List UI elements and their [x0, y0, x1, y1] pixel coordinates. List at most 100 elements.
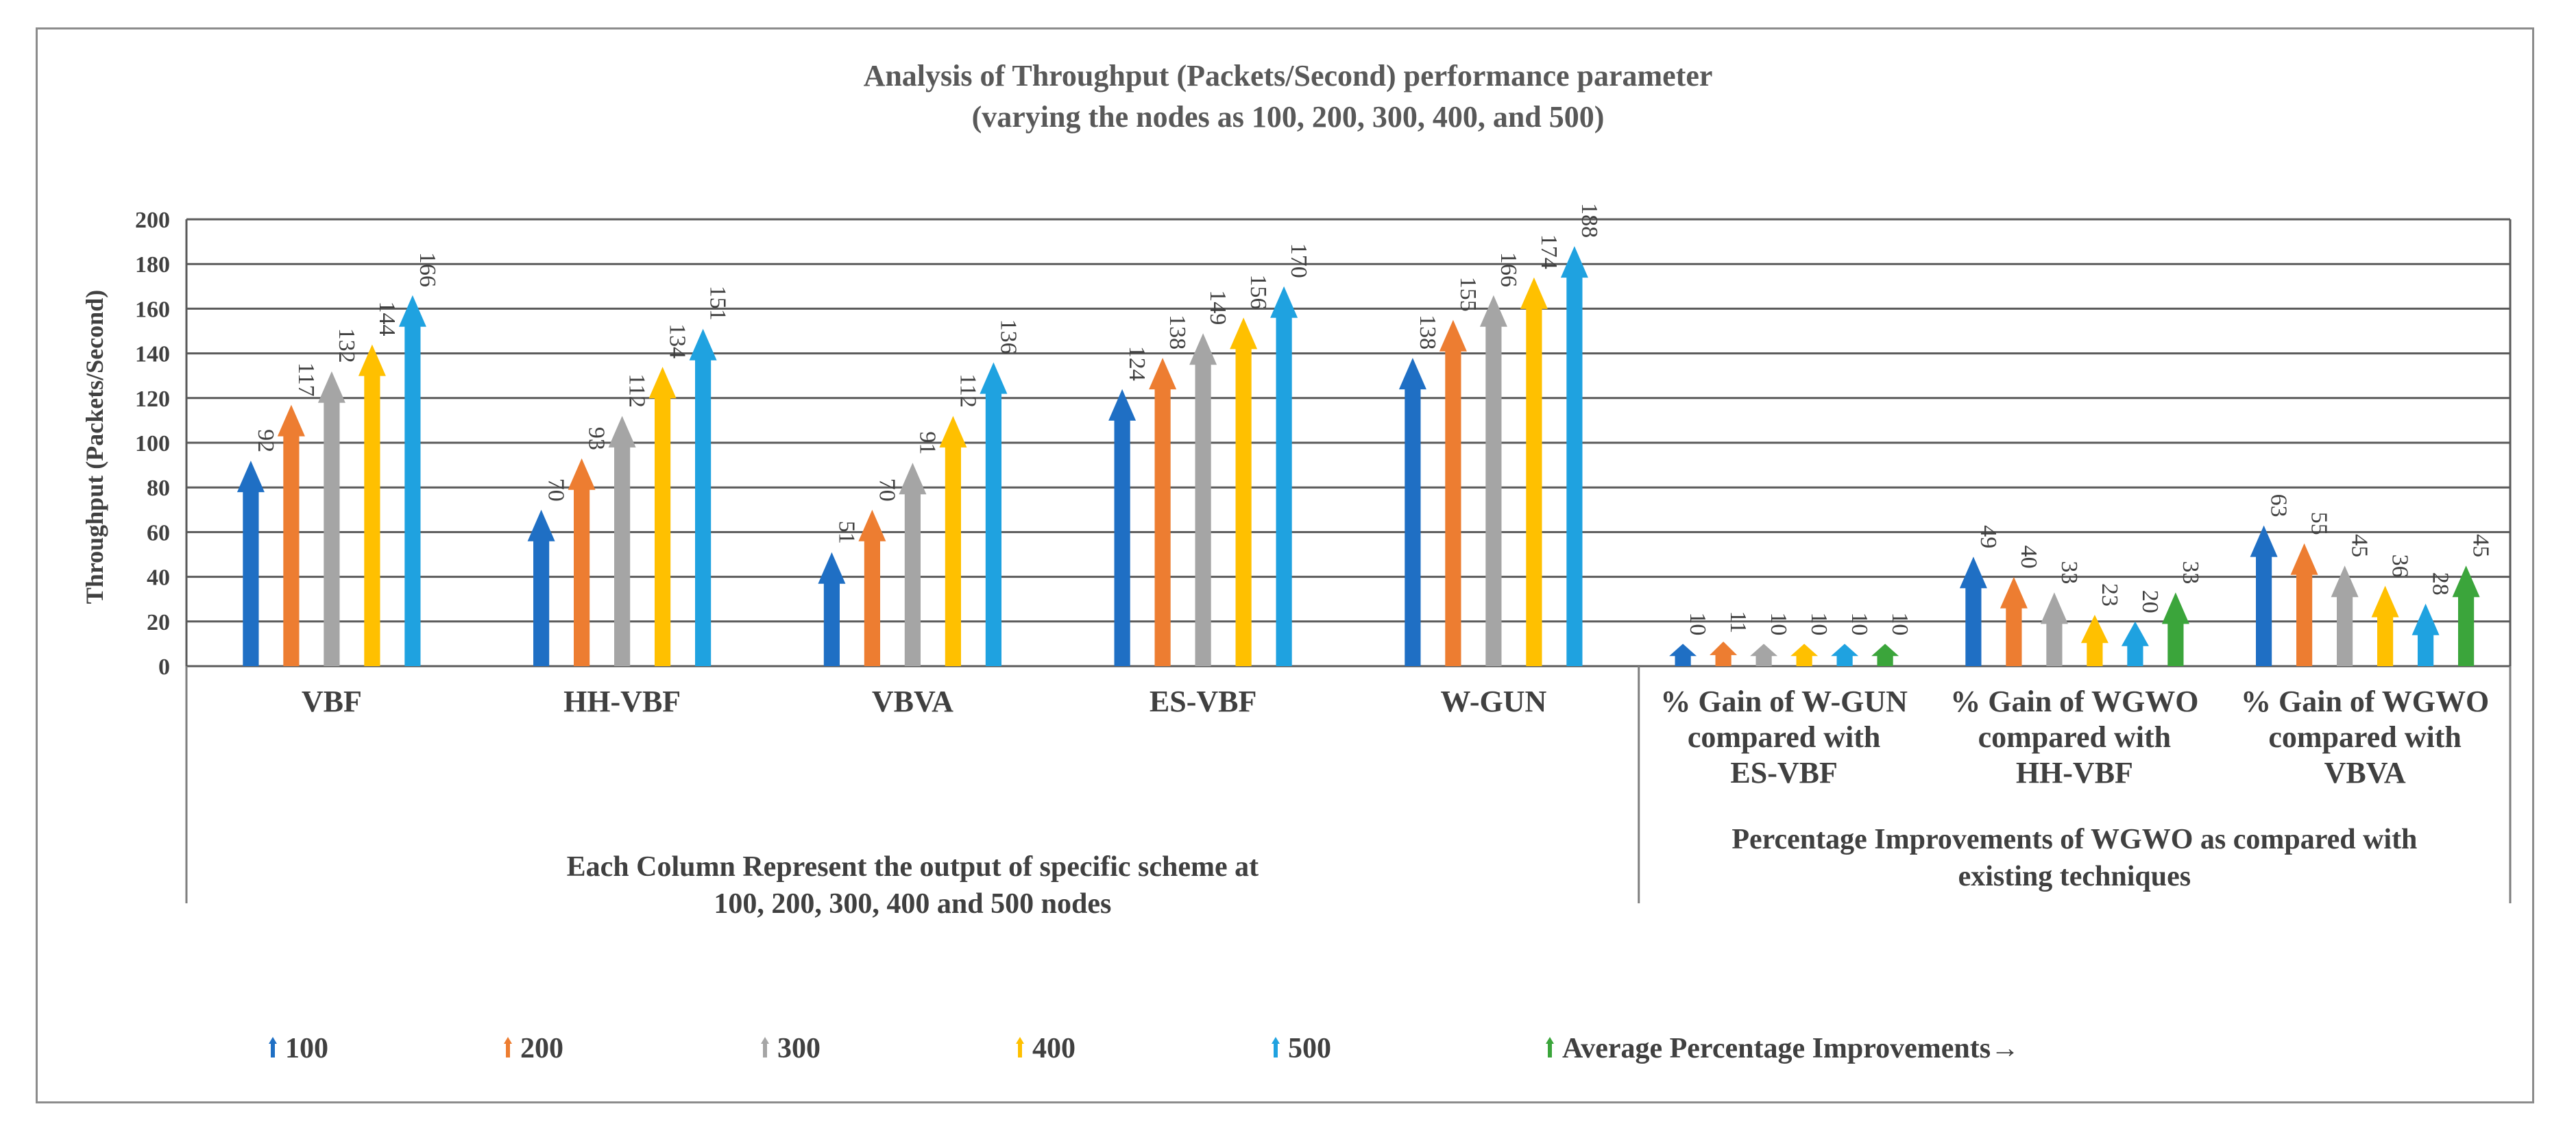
bar-200 [1439, 319, 1467, 666]
bar-200 [2290, 543, 2318, 666]
bar-200 [2000, 576, 2028, 666]
category-label: compared with [2268, 720, 2462, 754]
bar-100 [1108, 389, 1137, 666]
data-label: 134 [665, 323, 690, 358]
bar-average-percentage-improvements [1871, 644, 1899, 666]
data-label: 40 [2016, 546, 2041, 569]
data-label: 36 [2387, 554, 2413, 578]
bar-500 [398, 295, 426, 666]
category-label: ES-VBF [1730, 756, 1837, 790]
bar-300 [2040, 592, 2068, 666]
y-axis-label: Throughput (Packets/Second) [81, 290, 108, 604]
y-tick-label: 140 [135, 342, 170, 367]
category-label: HH-VBF [563, 685, 681, 718]
bar-400 [358, 344, 386, 666]
category-label: VBVA [2324, 756, 2406, 790]
bar-500 [1831, 644, 1859, 666]
bar-100 [1398, 358, 1426, 666]
y-tick-label: 0 [158, 655, 170, 680]
data-label: 10 [1887, 612, 1912, 635]
bar-300 [1750, 644, 1778, 666]
y-tick-label: 100 [135, 431, 170, 456]
category-label: compared with [1688, 720, 1881, 754]
y-tick-label: 40 [147, 565, 170, 591]
data-label: 166 [1496, 252, 1521, 287]
category-label: W-GUN [1440, 685, 1546, 718]
bar-400 [1520, 277, 1548, 666]
data-label: 149 [1205, 290, 1230, 325]
bar-200 [1710, 641, 1738, 666]
chart-title: Analysis of Throughput (Packets/Second) … [864, 59, 1713, 93]
bar-300 [1479, 295, 1507, 666]
group-label: Each Column Represent the output of spec… [567, 851, 1259, 883]
data-label: 45 [2347, 534, 2372, 557]
data-label: 138 [1165, 315, 1190, 350]
bar-400 [939, 415, 967, 666]
bar-500 [689, 328, 717, 666]
data-label: 20 [2137, 590, 2163, 613]
bar-100 [1959, 557, 1987, 666]
bar-100 [236, 461, 265, 666]
bar-300 [1189, 333, 1217, 666]
bar-500 [980, 362, 1008, 666]
bar-100 [818, 552, 846, 666]
bar-400 [648, 367, 677, 666]
bar-300 [608, 415, 636, 666]
data-label: 11 [1725, 611, 1751, 633]
bar-200 [568, 458, 596, 666]
data-label: 92 [253, 429, 278, 452]
data-label: 23 [2097, 583, 2122, 607]
data-label: 155 [1455, 277, 1481, 312]
legend-label: 300 [777, 1033, 821, 1064]
bar-500 [2411, 603, 2440, 666]
bar-300 [899, 463, 927, 666]
chart-subtitle: (varying the nodes as 100, 200, 300, 400… [972, 100, 1605, 134]
y-tick-label: 120 [135, 387, 170, 412]
data-label: 151 [705, 286, 731, 321]
data-label: 112 [624, 374, 650, 408]
data-label: 112 [955, 374, 980, 408]
bar-400 [1790, 644, 1819, 666]
data-label: 93 [584, 427, 609, 450]
legend-swatch [1546, 1037, 1554, 1057]
category-label: compared with [1978, 720, 2172, 754]
bar-200 [1149, 358, 1177, 666]
category-label: VBVA [872, 685, 953, 718]
group-label: 100, 200, 300, 400 and 500 nodes [714, 888, 1111, 920]
data-label: 63 [2266, 494, 2292, 517]
bars [236, 246, 2480, 667]
legend-label: 500 [1288, 1033, 1331, 1064]
legend-label: 100 [285, 1033, 328, 1064]
bar-100 [527, 509, 555, 666]
data-label: 144 [374, 302, 400, 337]
data-label: 70 [544, 478, 569, 502]
legend-label: 400 [1032, 1033, 1076, 1064]
y-tick-label: 180 [135, 252, 170, 278]
bar-400 [1230, 317, 1258, 666]
data-label: 124 [1124, 346, 1150, 381]
data-label: 138 [1415, 315, 1440, 350]
y-tick-label: 200 [135, 208, 170, 233]
data-label: 28 [2428, 572, 2453, 596]
data-labels: 92 117 132 144 166 70 93 112 134 151 51 70 91 112 136 1… [253, 203, 2494, 635]
legend: 100 200 300 400 500 Average Percentage Improv… [269, 1033, 2019, 1064]
bar-500 [1560, 246, 1588, 667]
bar-500 [1270, 286, 1298, 666]
bar-100 [2250, 525, 2278, 666]
legend-swatch [504, 1037, 512, 1057]
bar-400 [2371, 585, 2399, 666]
category-label: % Gain of WGWO [2241, 685, 2489, 718]
category-label: ES-VBF [1150, 685, 1256, 718]
legend-swatch [1272, 1037, 1280, 1057]
data-label: 33 [2178, 561, 2203, 584]
bar-300 [2331, 565, 2359, 666]
data-label: 132 [334, 328, 359, 363]
bar-average-percentage-improvements [2161, 592, 2189, 666]
y-tick-label: 160 [135, 297, 170, 322]
category-label: % Gain of WGWO [1950, 685, 2198, 718]
y-tick-label: 60 [147, 520, 170, 546]
data-label: 136 [995, 319, 1021, 354]
data-label: 117 [293, 363, 319, 397]
category-label: HH-VBF [2016, 756, 2133, 790]
